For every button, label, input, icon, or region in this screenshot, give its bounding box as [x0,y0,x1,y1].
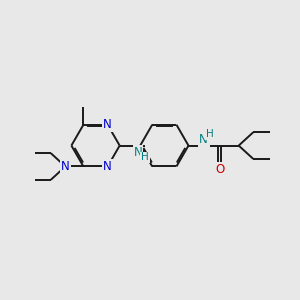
Text: H: H [206,129,214,139]
Text: N: N [103,160,112,173]
Text: N: N [134,146,142,159]
Text: N: N [199,133,208,146]
Text: N: N [103,118,112,131]
Text: N: N [61,160,70,173]
Text: O: O [215,163,224,176]
Text: H: H [141,152,149,162]
